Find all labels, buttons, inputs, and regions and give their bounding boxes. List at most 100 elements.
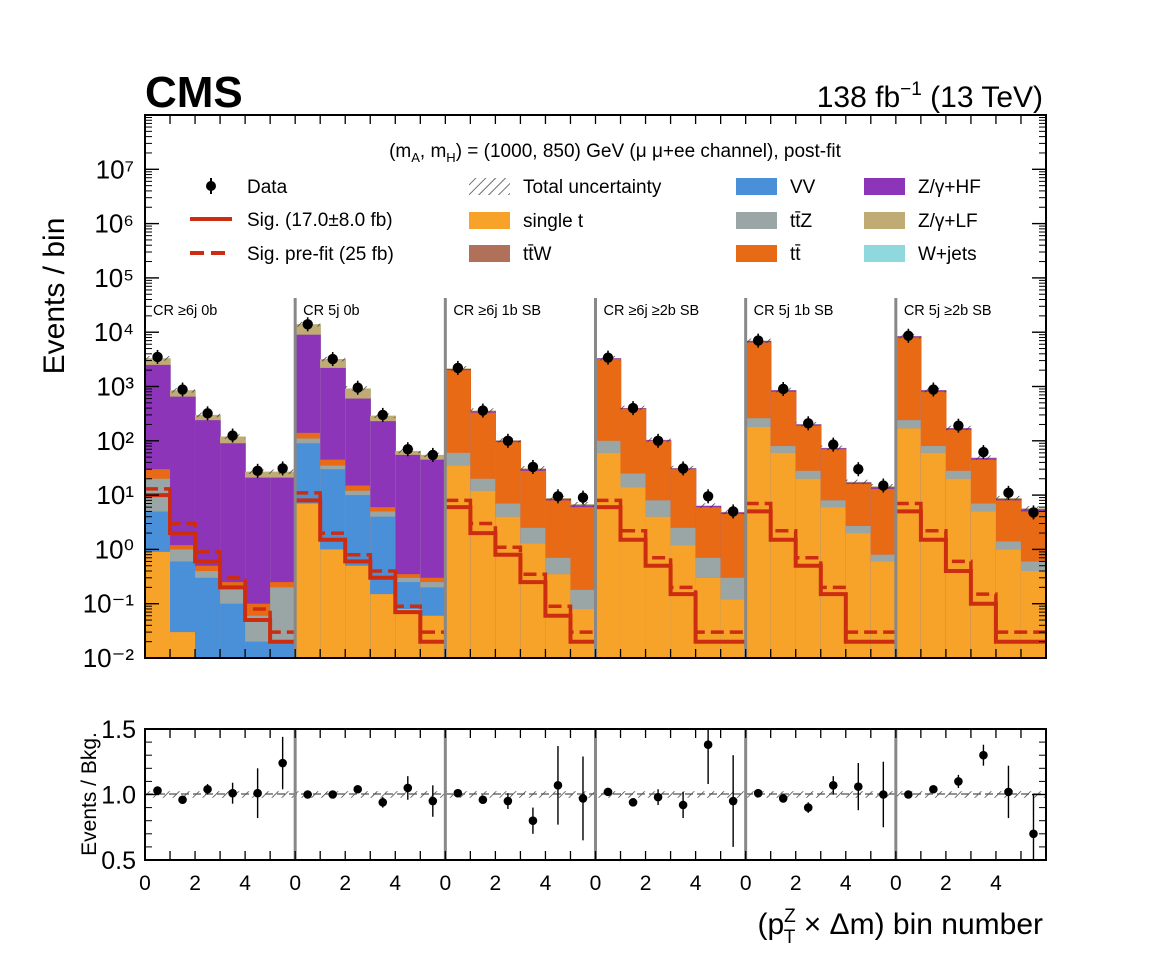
x-tick-label: 0 — [890, 872, 902, 895]
bar-singlet — [845, 533, 872, 658]
bar-VV — [245, 641, 271, 658]
signal-postfit-line — [145, 493, 296, 644]
bar-singlet — [495, 516, 522, 658]
bar-singlet — [670, 545, 697, 658]
bar-singlet — [395, 608, 421, 658]
ratio-unc-bin — [620, 791, 646, 798]
data-point — [778, 383, 789, 395]
ratio-point — [203, 784, 212, 794]
y-tick-label: 10⁵ — [94, 263, 134, 293]
data-point — [878, 480, 889, 491]
svg-text:Sig. (17.0±8.0 fb): Sig. (17.0±8.0 fb) — [247, 210, 393, 231]
bar-singlet — [820, 507, 847, 658]
legend-VV: VV — [736, 177, 816, 198]
x-tick-label: 4 — [690, 872, 702, 895]
ratio-point — [503, 796, 513, 806]
signal-prefit-line — [145, 487, 296, 634]
y-tick-label: 10⁻² — [83, 643, 135, 673]
x-tick-label: 4 — [540, 872, 552, 895]
svg-text:Total uncertainty: Total uncertainty — [523, 177, 662, 198]
bar-singlet — [795, 478, 822, 658]
bar-singlet — [895, 428, 922, 658]
bar-singlet — [420, 615, 446, 658]
ratio-point — [603, 787, 613, 797]
ratio-point — [678, 800, 688, 810]
ratio-point — [228, 788, 237, 798]
ratio-point — [153, 786, 162, 795]
svg-text:tt̄Z: tt̄Z — [790, 211, 813, 232]
svg-text:W+jets: W+jets — [918, 244, 977, 265]
ratio-point — [904, 790, 913, 799]
ratio-point — [853, 782, 863, 791]
x-tick-label: 2 — [490, 872, 502, 895]
cms-label: CMS — [145, 68, 243, 117]
bar-singlet — [695, 577, 722, 658]
ratio-point — [303, 790, 312, 799]
y-axis-label-top: Events / bin — [38, 218, 71, 375]
data-point — [252, 465, 263, 477]
ratio-point — [428, 796, 438, 806]
x-tick-label: 4 — [990, 872, 1002, 895]
data-point — [853, 463, 864, 475]
ratio-tick-label: 0.5 — [101, 847, 136, 875]
legend-ZLF: Z/γ+LF — [864, 211, 978, 232]
ratio-point — [778, 794, 788, 803]
data-point — [377, 409, 388, 421]
ratio-point — [1029, 829, 1038, 839]
bar-singlet — [445, 465, 471, 658]
y-tick-label: 10⁶ — [94, 209, 134, 239]
data-point — [1003, 487, 1014, 499]
data-point — [953, 420, 964, 431]
ratio-unc-bin — [370, 791, 396, 798]
legend-sig-postfit: Sig. (17.0±8.0 fb) — [190, 210, 393, 231]
data-point — [577, 492, 589, 503]
ratio-point — [929, 784, 938, 794]
svg-text:VV: VV — [790, 177, 816, 198]
x-tick-label: 0 — [740, 872, 752, 895]
ratio-point — [578, 794, 588, 803]
ratio-point — [278, 758, 287, 768]
data-point — [828, 439, 839, 450]
legend-tt: tt̄ — [736, 244, 801, 265]
bar-singlet — [295, 503, 321, 658]
bar-VV — [195, 577, 221, 658]
data-points — [152, 317, 1039, 520]
data-point — [602, 352, 614, 363]
data-point — [302, 319, 313, 330]
bar-singlet — [320, 549, 346, 658]
x-tick-label: 0 — [439, 872, 451, 895]
svg-text:single t: single t — [523, 211, 584, 232]
y-tick-label: 10⁰ — [95, 534, 134, 564]
ratio-point — [828, 781, 838, 790]
svg-text:Z/γ+HF: Z/γ+HF — [918, 177, 981, 198]
ratio-point — [628, 798, 638, 807]
data-point — [277, 463, 288, 474]
signal-postfit-line — [445, 505, 596, 644]
data-point — [677, 463, 689, 474]
x-tick-label: 4 — [239, 872, 251, 895]
ratio-point — [728, 796, 738, 806]
x-tick-label: 2 — [940, 872, 952, 895]
legend-ttZ: tt̄Z — [736, 211, 813, 232]
ratio-point — [803, 803, 813, 812]
data-point — [402, 444, 413, 455]
data-point — [227, 430, 238, 441]
ratio-point — [328, 790, 338, 799]
bar-singlet — [145, 551, 171, 658]
data-point — [152, 351, 163, 363]
region-labels: CR ≥6j 0b CR 5j 0b CR ≥6j 1b SB CR ≥6j ≥2b … — [153, 303, 992, 319]
bar-singlet — [595, 452, 622, 658]
ratio-point — [403, 783, 413, 793]
bar-singlet — [745, 426, 772, 658]
x-tick-label: 2 — [640, 872, 652, 895]
data-point — [477, 405, 489, 416]
data-point — [803, 418, 814, 429]
region-label: CR 5j 1b SB — [754, 303, 834, 319]
bar-singlet — [720, 599, 747, 658]
bar-singlet — [620, 487, 647, 658]
ratio-unc-bin — [920, 791, 946, 798]
x-tick-label: 0 — [590, 872, 602, 895]
svg-text:Sig. pre-fit (25 fb): Sig. pre-fit (25 fb) — [247, 244, 394, 265]
y-tick-label: 10⁻¹ — [83, 589, 135, 619]
